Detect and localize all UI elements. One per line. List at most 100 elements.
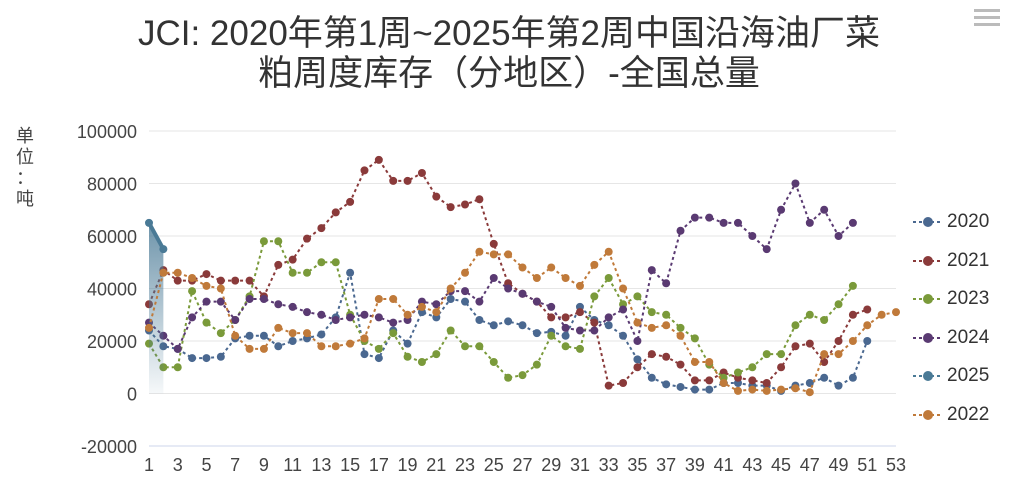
data-point[interactable] (245, 276, 254, 285)
data-point[interactable] (690, 334, 699, 343)
data-point[interactable] (791, 342, 800, 351)
data-point[interactable] (504, 284, 513, 293)
data-point[interactable] (805, 218, 814, 227)
data-point[interactable] (690, 376, 699, 385)
data-point[interactable] (403, 310, 412, 319)
data-point[interactable] (317, 310, 326, 319)
data-point[interactable] (604, 247, 613, 256)
data-point[interactable] (461, 342, 470, 351)
data-point[interactable] (504, 317, 513, 326)
series-2023[interactable] (145, 237, 857, 382)
data-point[interactable] (561, 274, 570, 282)
data-point[interactable] (705, 385, 714, 394)
data-point[interactable] (417, 358, 426, 366)
data-point[interactable] (547, 302, 556, 311)
data-point[interactable] (461, 268, 470, 277)
data-point[interactable] (662, 310, 671, 319)
data-point[interactable] (274, 323, 283, 332)
legend-item-2021[interactable]: 2021 (913, 242, 989, 281)
data-point[interactable] (719, 379, 728, 387)
data-point[interactable] (389, 295, 398, 303)
data-point[interactable] (331, 316, 340, 324)
data-point[interactable] (733, 386, 742, 395)
data-point[interactable] (777, 205, 786, 214)
data-point[interactable] (805, 310, 814, 319)
data-point[interactable] (303, 329, 312, 338)
data-point[interactable] (331, 258, 340, 267)
data-point[interactable] (188, 274, 197, 282)
data-point[interactable] (245, 331, 254, 340)
data-point[interactable] (777, 363, 786, 372)
data-point[interactable] (532, 274, 541, 282)
data-point[interactable] (619, 284, 628, 293)
data-point[interactable] (690, 213, 699, 222)
data-point[interactable] (461, 297, 470, 306)
data-point[interactable] (346, 197, 355, 206)
data-point[interactable] (446, 326, 455, 335)
data-point[interactable] (202, 281, 211, 290)
data-point[interactable] (360, 310, 369, 319)
data-point[interactable] (820, 373, 829, 382)
data-point[interactable] (863, 305, 872, 314)
data-point[interactable] (259, 331, 268, 340)
data-point[interactable] (633, 337, 642, 345)
data-point[interactable] (504, 373, 513, 382)
data-point[interactable] (590, 326, 599, 335)
data-point[interactable] (288, 302, 297, 311)
data-point[interactable] (604, 381, 613, 390)
data-point[interactable] (489, 239, 498, 248)
data-point[interactable] (733, 218, 742, 227)
data-point[interactable] (690, 358, 699, 366)
data-point[interactable] (532, 360, 541, 369)
data-point[interactable] (259, 344, 268, 353)
data-point[interactable] (374, 354, 383, 363)
data-point[interactable] (633, 318, 642, 327)
data-point[interactable] (662, 321, 671, 330)
data-point[interactable] (446, 284, 455, 293)
legend-item-2024[interactable]: 2024 (913, 319, 989, 358)
data-point[interactable] (892, 308, 900, 317)
data-point[interactable] (374, 155, 383, 164)
data-point[interactable] (561, 331, 570, 340)
data-point[interactable] (762, 386, 771, 395)
data-point[interactable] (575, 326, 584, 335)
data-point[interactable] (145, 323, 153, 332)
data-point[interactable] (475, 316, 484, 324)
data-point[interactable] (676, 360, 685, 369)
data-point[interactable] (690, 385, 699, 394)
legend-item-2025[interactable]: 2025 (913, 357, 989, 396)
data-point[interactable] (403, 339, 412, 348)
data-point[interactable] (346, 268, 355, 277)
data-point[interactable] (561, 342, 570, 351)
data-point[interactable] (389, 329, 398, 338)
data-point[interactable] (647, 350, 656, 359)
data-point[interactable] (317, 224, 326, 233)
data-point[interactable] (389, 318, 398, 327)
data-point[interactable] (848, 218, 857, 227)
data-point[interactable] (188, 313, 197, 322)
data-point[interactable] (619, 379, 628, 387)
data-point[interactable] (360, 166, 369, 175)
data-point[interactable] (475, 297, 484, 306)
data-point[interactable] (633, 355, 642, 364)
data-point[interactable] (173, 268, 182, 277)
data-point[interactable] (346, 339, 355, 348)
data-point[interactable] (461, 200, 470, 209)
data-point[interactable] (374, 295, 383, 303)
data-point[interactable] (848, 310, 857, 319)
data-point[interactable] (202, 354, 211, 363)
data-point[interactable] (547, 331, 556, 340)
data-point[interactable] (662, 279, 671, 288)
data-point[interactable] (303, 268, 312, 277)
data-point[interactable] (705, 358, 714, 366)
data-point[interactable] (303, 308, 312, 317)
data-point[interactable] (145, 218, 153, 227)
data-point[interactable] (848, 281, 857, 290)
data-point[interactable] (762, 379, 771, 387)
data-point[interactable] (288, 268, 297, 277)
data-point[interactable] (705, 213, 714, 222)
data-point[interactable] (619, 331, 628, 340)
data-point[interactable] (259, 295, 268, 303)
data-point[interactable] (202, 318, 211, 327)
data-point[interactable] (475, 195, 484, 204)
